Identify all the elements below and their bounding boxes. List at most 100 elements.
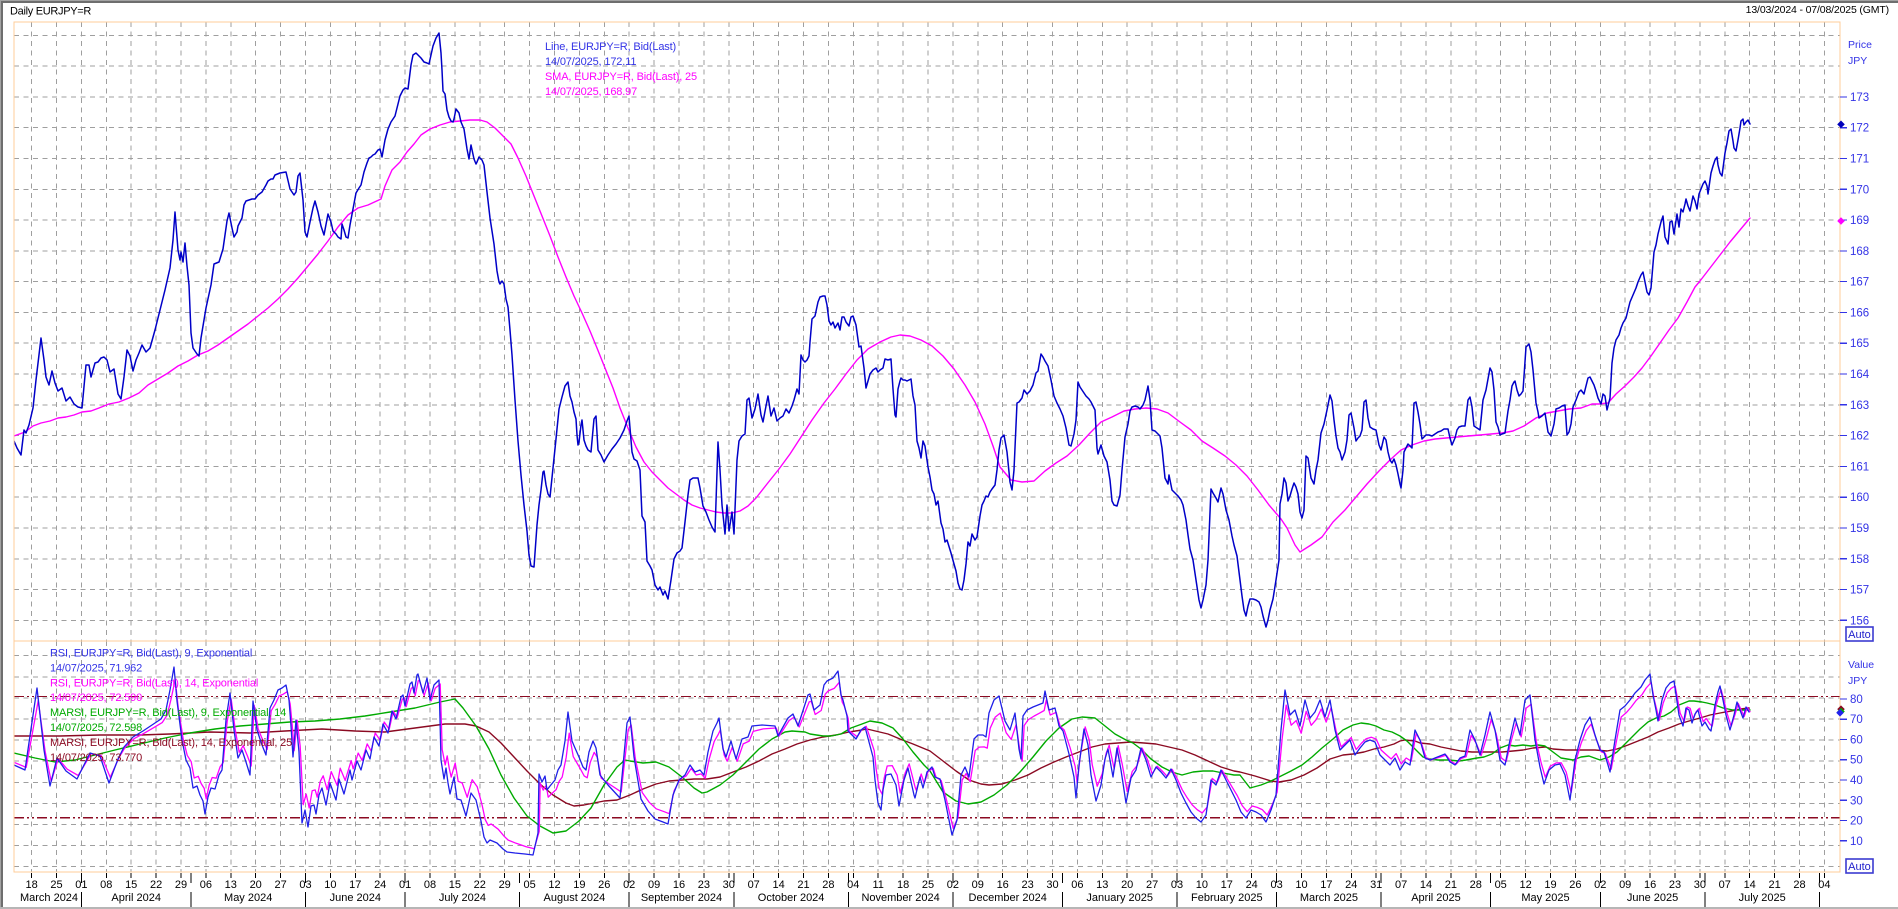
svg-text:163: 163 <box>1850 400 1869 412</box>
svg-text:30: 30 <box>723 879 735 891</box>
svg-text:50: 50 <box>1850 755 1863 767</box>
svg-text:19: 19 <box>573 879 585 891</box>
svg-text:11: 11 <box>872 879 883 891</box>
svg-text:10: 10 <box>1850 836 1863 848</box>
svg-text:May 2024: May 2024 <box>224 892 272 904</box>
svg-text:20: 20 <box>1850 816 1863 828</box>
svg-text:23: 23 <box>698 879 710 891</box>
svg-text:17: 17 <box>1320 879 1332 891</box>
svg-text:24: 24 <box>1345 879 1357 891</box>
svg-text:09: 09 <box>972 879 984 891</box>
svg-text:29: 29 <box>499 879 511 891</box>
svg-text:10: 10 <box>324 879 336 891</box>
svg-text:July 2024: July 2024 <box>439 892 486 904</box>
svg-text:17: 17 <box>1221 879 1233 891</box>
svg-text:171: 171 <box>1850 154 1869 166</box>
svg-text:158: 158 <box>1850 554 1869 566</box>
svg-text:August 2024: August 2024 <box>544 892 606 904</box>
svg-text:13/03/2024 - 07/08/2025 (GMT): 13/03/2024 - 07/08/2025 (GMT) <box>1746 4 1889 16</box>
svg-text:170: 170 <box>1850 184 1869 196</box>
svg-text:23: 23 <box>1021 879 1033 891</box>
svg-text:21: 21 <box>1768 879 1780 891</box>
svg-text:03: 03 <box>299 879 311 891</box>
svg-text:30: 30 <box>1694 879 1706 891</box>
svg-text:26: 26 <box>1569 879 1581 891</box>
svg-text:26: 26 <box>598 879 610 891</box>
svg-text:03: 03 <box>1171 879 1183 891</box>
svg-text:28: 28 <box>1793 879 1805 891</box>
svg-text:02: 02 <box>1594 879 1606 891</box>
svg-text:14/07/2025, 73.770: 14/07/2025, 73.770 <box>50 752 142 764</box>
svg-text:25: 25 <box>922 879 934 891</box>
svg-text:04: 04 <box>847 879 859 891</box>
svg-text:05: 05 <box>523 879 535 891</box>
svg-text:December 2024: December 2024 <box>969 892 1047 904</box>
svg-text:16: 16 <box>1644 879 1656 891</box>
svg-text:Value: Value <box>1848 659 1874 671</box>
svg-text:08: 08 <box>100 879 112 891</box>
svg-text:JPY: JPY <box>1848 55 1867 67</box>
svg-text:07: 07 <box>1719 879 1731 891</box>
svg-text:12: 12 <box>548 879 560 891</box>
svg-text:22: 22 <box>150 879 162 891</box>
svg-text:14/07/2025, 72.598: 14/07/2025, 72.598 <box>50 722 142 734</box>
svg-text:03: 03 <box>1270 879 1282 891</box>
svg-text:19: 19 <box>1544 879 1556 891</box>
svg-text:01: 01 <box>75 879 87 891</box>
svg-text:06: 06 <box>1071 879 1083 891</box>
svg-text:Line, EURJPY=R, Bid(Last): Line, EURJPY=R, Bid(Last) <box>545 41 676 53</box>
svg-text:MARSI, EURJPY=R, Bid(Last), 1: MARSI, EURJPY=R, Bid(Last), 14, Exponent… <box>50 737 292 749</box>
svg-text:28: 28 <box>1470 879 1482 891</box>
svg-text:17: 17 <box>349 879 361 891</box>
svg-text:20: 20 <box>250 879 262 891</box>
svg-text:Daily EURJPY=R: Daily EURJPY=R <box>10 6 91 18</box>
svg-text:24: 24 <box>374 879 386 891</box>
svg-text:173: 173 <box>1850 92 1869 104</box>
svg-text:25: 25 <box>50 879 62 891</box>
svg-text:01: 01 <box>399 879 411 891</box>
svg-text:April 2025: April 2025 <box>1411 892 1461 904</box>
svg-text:14: 14 <box>1420 879 1432 891</box>
svg-text:162: 162 <box>1850 431 1869 443</box>
svg-text:13: 13 <box>1096 879 1108 891</box>
svg-text:10: 10 <box>1295 879 1307 891</box>
svg-text:172: 172 <box>1850 123 1869 135</box>
svg-text:23: 23 <box>1669 879 1681 891</box>
svg-text:07: 07 <box>748 879 760 891</box>
svg-text:02: 02 <box>947 879 959 891</box>
svg-text:14/07/2025, 172.11: 14/07/2025, 172.11 <box>545 56 636 68</box>
svg-text:165: 165 <box>1850 338 1869 350</box>
svg-text:February 2025: February 2025 <box>1191 892 1263 904</box>
svg-text:November 2024: November 2024 <box>861 892 939 904</box>
svg-text:March 2024: March 2024 <box>20 892 78 904</box>
svg-text:40: 40 <box>1850 775 1863 787</box>
svg-text:22: 22 <box>474 879 486 891</box>
svg-text:16: 16 <box>997 879 1009 891</box>
svg-text:24: 24 <box>1246 879 1258 891</box>
svg-text:160: 160 <box>1850 492 1869 504</box>
svg-text:15: 15 <box>125 879 137 891</box>
svg-text:RSI, EURJPY=R, Bid(Last), 9,: RSI, EURJPY=R, Bid(Last), 9, Exponential <box>50 648 252 660</box>
svg-text:RSI, EURJPY=R, Bid(Last), 14,: RSI, EURJPY=R, Bid(Last), 14, Exponentia… <box>50 677 258 689</box>
svg-text:SMA, EURJPY=R, Bid(Last), 25: SMA, EURJPY=R, Bid(Last), 25 <box>545 71 697 83</box>
svg-text:14: 14 <box>1744 879 1756 891</box>
svg-text:MARSI, EURJPY=R, Bid(Last), 9: MARSI, EURJPY=R, Bid(Last), 9, Exponenti… <box>50 707 286 719</box>
svg-text:14: 14 <box>772 879 784 891</box>
svg-text:164: 164 <box>1850 369 1870 381</box>
svg-text:30: 30 <box>1850 795 1863 807</box>
svg-text:15: 15 <box>449 879 461 891</box>
svg-text:January 2025: January 2025 <box>1086 892 1153 904</box>
svg-text:169: 169 <box>1850 215 1869 227</box>
svg-text:13: 13 <box>225 879 237 891</box>
svg-text:April 2024: April 2024 <box>111 892 161 904</box>
svg-text:08: 08 <box>424 879 436 891</box>
svg-text:June 2024: June 2024 <box>330 892 381 904</box>
svg-text:06: 06 <box>200 879 212 891</box>
svg-text:18: 18 <box>897 879 909 891</box>
svg-text:14/07/2025, 71.962: 14/07/2025, 71.962 <box>50 662 142 674</box>
svg-text:168: 168 <box>1850 246 1869 258</box>
svg-text:27: 27 <box>274 879 286 891</box>
svg-text:21: 21 <box>797 879 809 891</box>
svg-text:September 2024: September 2024 <box>641 892 722 904</box>
svg-text:March 2025: March 2025 <box>1300 892 1358 904</box>
